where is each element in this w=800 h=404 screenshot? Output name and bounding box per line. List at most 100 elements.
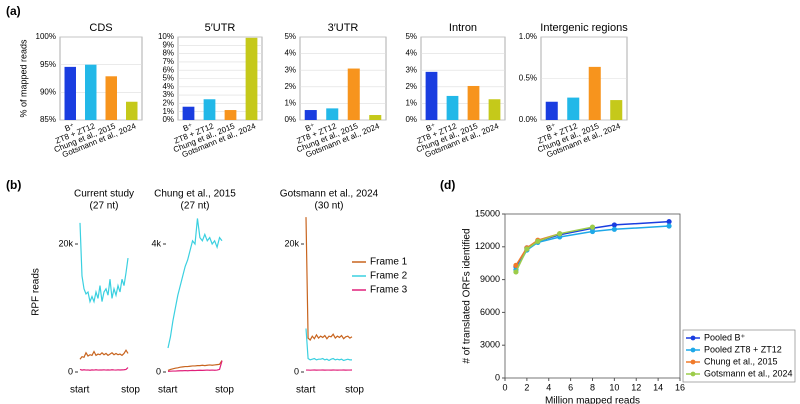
chart-title: Chung et al., 2015 [154, 189, 236, 200]
bar [467, 85, 480, 120]
y-tick-label: 4% [284, 49, 296, 58]
bar [425, 71, 438, 120]
y-axis-label: % of mapped reads [18, 39, 28, 118]
x-end-label: start [158, 385, 178, 396]
y-tick-label: 1% [405, 99, 417, 108]
x-tick-label: 8 [590, 382, 595, 392]
x-tick-label: B⁺ [304, 121, 316, 133]
series-line [167, 218, 223, 349]
bar [588, 66, 601, 120]
x-tick-label: 10 [609, 382, 619, 392]
marker [513, 262, 519, 268]
legend-label: Gotsmann et al., 2024 [704, 368, 793, 378]
y-tick-label: 0 [495, 372, 500, 382]
y-axis-label: RPF reads [31, 268, 42, 316]
chart-title: Intron [449, 22, 477, 34]
marker [611, 222, 617, 228]
y-tick-label: 5% [405, 32, 417, 41]
y-tick-label: 0.0% [519, 115, 537, 124]
y-tick-label: 3% [162, 90, 174, 99]
legend-label: Pooled ZT8 + ZT12 [704, 344, 782, 354]
marker [666, 219, 672, 225]
bar [105, 76, 117, 120]
y-tick-label: 4k [151, 238, 161, 248]
legend-label: Pooled B⁺ [704, 332, 746, 342]
y-tick-label: 85% [40, 115, 56, 124]
y-tick-label: 9000 [480, 274, 500, 284]
y-tick-label: 2% [162, 99, 174, 108]
series-line [79, 349, 129, 360]
bar [545, 101, 558, 120]
legend-frame [682, 329, 796, 383]
x-tick-label: 14 [653, 382, 663, 392]
panel-label: (a) [6, 4, 21, 18]
y-tick-label: 15000 [475, 208, 500, 218]
bar [203, 99, 216, 120]
x-tick-label: 12 [631, 382, 641, 392]
bar [224, 110, 237, 120]
bar [610, 100, 623, 120]
legend-label: Frame 2 [370, 271, 408, 282]
marker [524, 246, 530, 252]
y-tick-label: 1% [162, 107, 174, 116]
bar [182, 106, 195, 120]
chart-subtitle: (30 nt) [315, 201, 344, 212]
chart-title: Intergenic regions [540, 22, 628, 34]
chart-subtitle: (27 nt) [181, 201, 210, 212]
x-tick-label: 6 [568, 382, 573, 392]
y-tick-label: 0.5% [519, 74, 537, 83]
legend-marker [690, 359, 696, 365]
series-line [167, 360, 223, 371]
series-line [305, 217, 353, 341]
legend-label: Chung et al., 2015 [704, 356, 778, 366]
y-tick-label: 20k [58, 238, 73, 248]
x-tick-label: B⁺ [425, 121, 437, 133]
plot-frame [504, 213, 681, 379]
y-tick-label: 0 [156, 366, 161, 376]
y-tick-label: 5% [284, 32, 296, 41]
y-tick-label: 3% [405, 65, 417, 74]
y-tick-label: 0 [68, 366, 73, 376]
bar [64, 66, 76, 120]
x-tick-label: 2 [524, 382, 529, 392]
y-tick-label: 0% [405, 115, 417, 124]
chart-title: 3′UTR [328, 22, 359, 34]
x-end-label: start [70, 385, 90, 396]
x-tick-label: 16 [675, 382, 685, 392]
y-tick-label: 8% [162, 49, 174, 58]
bar [446, 95, 459, 120]
y-tick-label: 6000 [480, 307, 500, 317]
x-tick-label: 4 [546, 382, 551, 392]
bar [126, 101, 138, 120]
marker [513, 269, 519, 275]
bar [326, 108, 339, 120]
panel-label: (d) [440, 178, 455, 192]
chart-title: Gotsmann et al., 2024 [280, 189, 379, 200]
y-tick-label: 2% [284, 82, 296, 91]
marker [557, 231, 563, 237]
marker [611, 226, 617, 232]
legend-marker [690, 371, 696, 377]
bar [488, 99, 501, 120]
y-tick-label: 1.0% [519, 32, 537, 41]
x-tick-label: B⁺ [182, 121, 194, 133]
legend-marker [690, 347, 696, 353]
plot-frame [299, 36, 387, 121]
y-tick-label: 3000 [480, 340, 500, 350]
series-line [79, 367, 129, 371]
y-tick-label: 7% [162, 57, 174, 66]
y-tick-label: 5% [162, 74, 174, 83]
chart-title: Current study [74, 189, 134, 200]
y-tick-label: 1% [284, 99, 296, 108]
x-tick-label: B⁺ [545, 121, 557, 133]
y-tick-label: 4% [405, 49, 417, 58]
marker [589, 228, 596, 235]
bar [567, 97, 580, 120]
x-end-label: start [296, 385, 316, 396]
y-tick-label: 0% [162, 115, 174, 124]
bar [245, 37, 258, 120]
series-line [79, 222, 129, 304]
chart-title: 5′UTR [205, 22, 236, 34]
y-tick-label: 90% [40, 87, 56, 96]
x-tick-label: 0 [502, 382, 507, 392]
